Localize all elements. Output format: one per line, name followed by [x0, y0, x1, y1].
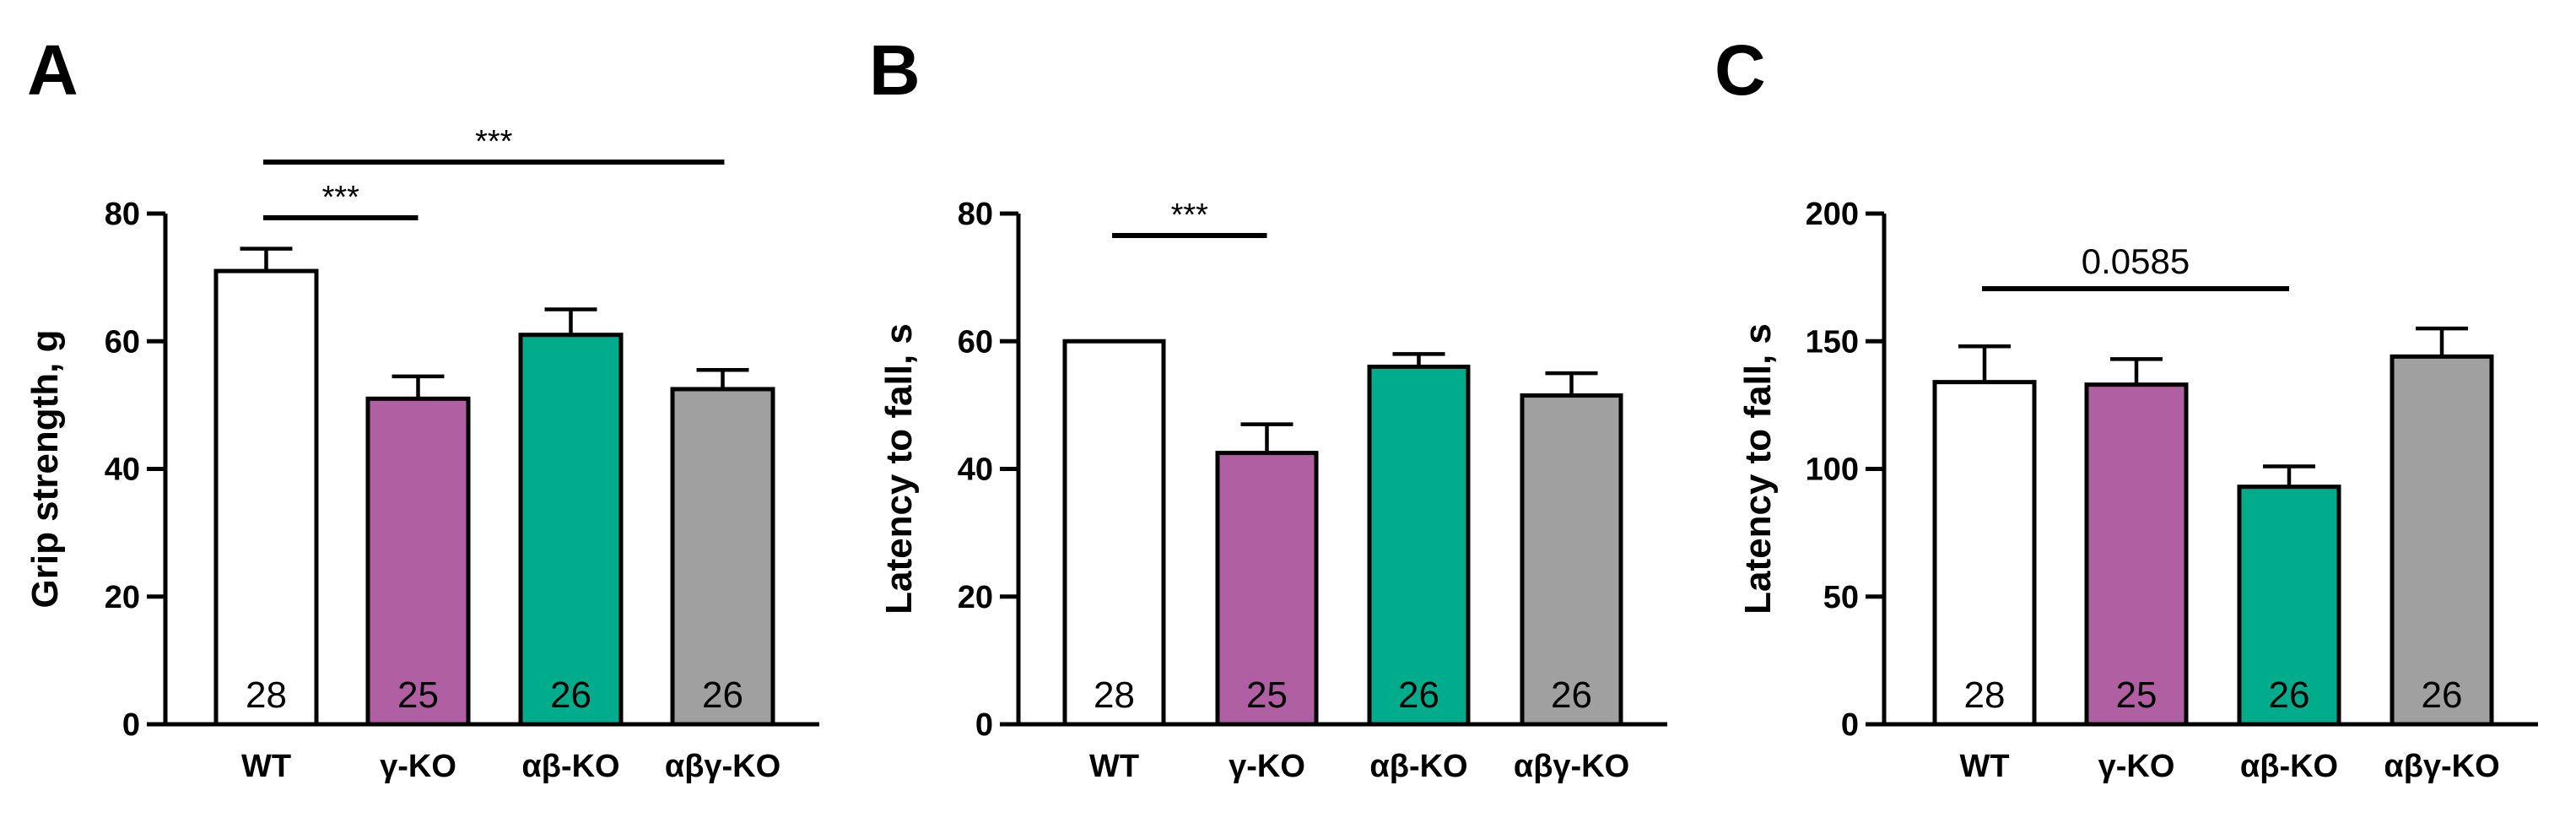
y-tick-label: 200 — [1806, 197, 1859, 232]
sample-size-label: 28 — [246, 674, 287, 716]
sample-size-label: 26 — [550, 674, 591, 716]
panel-letter: A — [27, 30, 78, 110]
sample-size-label: 26 — [2269, 674, 2310, 716]
bar-αβγ-KO — [2390, 354, 2494, 727]
bar-γ-KO — [365, 396, 471, 727]
y-tick-label: 20 — [105, 580, 140, 615]
significance-label: *** — [1171, 198, 1209, 233]
bar-γ-KO — [2084, 382, 2189, 727]
bar-WT — [1062, 338, 1166, 727]
y-tick-label: 20 — [958, 580, 993, 615]
bar-αβ-KO — [518, 333, 624, 727]
panel-c: C Latency to fall, s 0 50 100 150 200 28 WT 25 γ-K… — [1715, 30, 2538, 784]
y-tick-label: 80 — [958, 197, 993, 232]
significance-label: *** — [475, 124, 513, 160]
bar-αβ-KO — [2237, 485, 2341, 727]
sample-size-label: 26 — [702, 674, 743, 716]
x-tick-label: WT — [1089, 749, 1139, 784]
x-tick-label: γ-KO — [1229, 749, 1305, 784]
sample-size-label: 26 — [1551, 674, 1592, 716]
bar-αβ-KO — [1367, 365, 1471, 727]
sample-size-label: 25 — [2116, 674, 2157, 716]
panel-letter: B — [869, 30, 921, 110]
y-tick-label: 40 — [958, 452, 993, 488]
x-tick-label: γ-KO — [2098, 749, 2175, 784]
y-tick-label: 0 — [122, 707, 140, 743]
x-tick-label: αβ-KO — [2240, 749, 2338, 784]
significance-label: *** — [322, 180, 360, 215]
sample-size-label: 28 — [1094, 674, 1135, 716]
y-tick-label: 0 — [975, 707, 993, 743]
x-tick-label: αβ-KO — [521, 749, 619, 784]
bar-WT — [1932, 380, 2037, 727]
x-tick-label: αβ-KO — [1369, 749, 1467, 784]
y-tick-label: 40 — [105, 452, 140, 488]
sample-size-label: 25 — [1246, 674, 1288, 716]
bar-γ-KO — [1215, 451, 1319, 727]
panel-letter: C — [1715, 30, 1766, 110]
y-tick-label: 150 — [1806, 324, 1859, 360]
x-tick-label: αβγ-KO — [2384, 749, 2499, 784]
y-tick-label: 80 — [105, 197, 140, 232]
sample-size-label: 25 — [397, 674, 439, 716]
y-tick-label: 100 — [1806, 452, 1859, 488]
significance-label: 0.0585 — [2082, 241, 2190, 281]
x-tick-label: WT — [241, 749, 291, 784]
y-tick-label: 60 — [105, 324, 140, 360]
y-tick-label: 0 — [1841, 707, 1859, 743]
y-tick-label: 50 — [1823, 580, 1859, 615]
sample-size-label: 28 — [1964, 674, 2006, 716]
sample-size-label: 26 — [1398, 674, 1439, 716]
bar-αβγ-KO — [1520, 393, 1623, 727]
bar-αβγ-KO — [670, 387, 775, 727]
x-tick-label: γ-KO — [380, 749, 456, 784]
y-tick-label: 60 — [958, 324, 993, 360]
bar-WT — [213, 268, 319, 727]
x-tick-label: WT — [1959, 749, 2009, 784]
x-tick-label: αβγ-KO — [1514, 749, 1629, 784]
sample-size-label: 26 — [2422, 674, 2463, 716]
y-axis-title: Grip strength, g — [24, 330, 66, 609]
panel-a: A Grip strength, g 0 20 40 60 80 28 WT 25 γ-KO 26 αβ… — [24, 30, 819, 784]
y-axis-title: Latency to fall, s — [1737, 323, 1779, 615]
x-tick-label: αβγ-KO — [665, 749, 780, 784]
panel-b: B Latency to fall, s 0 20 40 60 80 28 WT 25 γ-KO 26… — [869, 30, 1667, 784]
y-axis-title: Latency to fall, s — [878, 323, 920, 615]
